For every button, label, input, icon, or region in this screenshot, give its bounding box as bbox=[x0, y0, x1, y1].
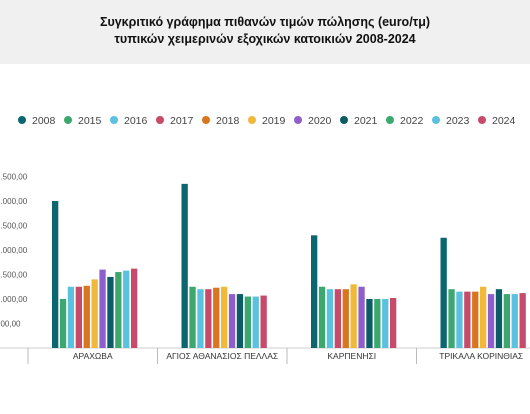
bar-2019 bbox=[350, 284, 357, 348]
bar-2023 bbox=[252, 296, 259, 348]
chart-title-line1: Συγκριτικό γράφημα πιθανών τιμών πώλησης… bbox=[99, 15, 431, 29]
legend-marker-2020 bbox=[294, 116, 302, 124]
bar-2017 bbox=[205, 289, 212, 348]
bar-2015 bbox=[318, 286, 326, 348]
y-tick-label: 2.500,00 bbox=[0, 222, 28, 231]
bar-2016 bbox=[326, 289, 334, 348]
bar-2016 bbox=[456, 291, 463, 348]
bar-2020 bbox=[358, 286, 365, 348]
legend-marker-2024 bbox=[478, 116, 486, 124]
legend-marker-2008 bbox=[18, 116, 26, 124]
x-tick-label: ΤΡΙΚΑΛΑ ΚΟΡΙΝΘΙΑΣ bbox=[439, 351, 523, 361]
bar-2016 bbox=[197, 289, 204, 348]
legend-marker-2021 bbox=[340, 116, 348, 124]
bar-2016 bbox=[67, 286, 75, 348]
bar-2019 bbox=[221, 286, 228, 348]
bar-2017 bbox=[334, 289, 341, 348]
bar-2021 bbox=[366, 299, 373, 348]
bar-2022 bbox=[503, 294, 510, 348]
bar-2022 bbox=[244, 296, 251, 348]
legend-label-2017: 2017 bbox=[170, 115, 194, 127]
bar-2008 bbox=[311, 235, 318, 348]
y-tick-label: 1.500,00 bbox=[0, 271, 28, 280]
bar-2015 bbox=[189, 286, 196, 348]
bar-2019 bbox=[91, 279, 98, 348]
bar-2024 bbox=[519, 293, 526, 348]
bar-2021 bbox=[236, 294, 244, 348]
y-tick-label: 3.500,00 bbox=[0, 173, 28, 182]
legend-label-2023: 2023 bbox=[446, 115, 470, 127]
title-band: Συγκριτικό γράφημα πιθανών τιμών πώλησης… bbox=[0, 0, 530, 64]
x-tick-label: ΚΑΡΠΕΝΗΣΙ bbox=[327, 351, 376, 361]
bar-2020 bbox=[99, 269, 106, 348]
bar-2018 bbox=[83, 285, 90, 348]
y-tick-label: 2.000,00 bbox=[0, 246, 28, 255]
bar-2018 bbox=[213, 287, 220, 348]
legend-label-2008: 2008 bbox=[32, 115, 56, 127]
bar-2018 bbox=[472, 291, 479, 348]
legend-label-2018: 2018 bbox=[216, 115, 240, 127]
bar-2023 bbox=[382, 299, 389, 348]
chart-title-line2: τυπικών χειμερινών εξοχικών κατοικιών 20… bbox=[114, 32, 416, 46]
x-tick-label: ΑΡΑΧΩΒΑ bbox=[73, 351, 113, 361]
bar-2015 bbox=[448, 289, 455, 348]
legend-marker-2022 bbox=[386, 116, 394, 124]
bar-2024 bbox=[390, 298, 397, 348]
bar-2015 bbox=[59, 299, 67, 348]
x-tick-label: ΑΓΙΟΣ ΑΘΑΝΑΣΙΟΣ ΠΕΛΛΑΣ bbox=[166, 351, 278, 361]
legend-label-2021: 2021 bbox=[354, 115, 378, 127]
legend-marker-2017 bbox=[156, 116, 164, 124]
bar-2024 bbox=[131, 268, 138, 348]
bar-2008 bbox=[52, 201, 59, 348]
bar-2021 bbox=[495, 289, 503, 348]
bar-2022 bbox=[374, 299, 381, 348]
y-tick-label: 3.000,00 bbox=[0, 197, 28, 206]
bar-2023 bbox=[123, 270, 130, 348]
legend-marker-2015 bbox=[64, 116, 72, 124]
legend-marker-2019 bbox=[248, 116, 256, 124]
bar-2020 bbox=[228, 294, 236, 348]
legend-marker-2023 bbox=[432, 116, 440, 124]
y-tick-label: 500,00 bbox=[0, 320, 21, 329]
y-tick-label: 1.000,00 bbox=[0, 295, 28, 304]
legend-marker-2018 bbox=[202, 116, 210, 124]
bar-2020 bbox=[487, 294, 495, 348]
bar-2019 bbox=[480, 286, 487, 348]
bar-2022 bbox=[115, 272, 122, 348]
bar-2017 bbox=[75, 286, 82, 348]
legend-marker-2016 bbox=[110, 116, 118, 124]
bar-2021 bbox=[107, 276, 114, 348]
legend-label-2020: 2020 bbox=[308, 115, 332, 127]
bar-2008 bbox=[440, 237, 447, 348]
legend-label-2022: 2022 bbox=[400, 115, 424, 127]
bar-2018 bbox=[342, 289, 349, 348]
bar-2017 bbox=[464, 291, 471, 348]
legend-label-2016: 2016 bbox=[124, 115, 148, 127]
bar-2008 bbox=[181, 183, 188, 348]
legend-label-2015: 2015 bbox=[78, 115, 102, 127]
legend-label-2024: 2024 bbox=[492, 115, 516, 127]
bar-2024 bbox=[260, 295, 267, 348]
legend-label-2019: 2019 bbox=[262, 115, 286, 127]
bar-2023 bbox=[511, 294, 518, 348]
